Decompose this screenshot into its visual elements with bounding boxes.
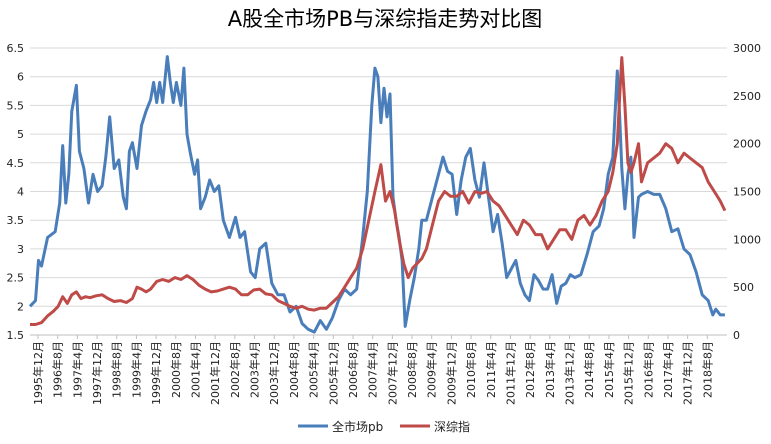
left-tick-label: 3 [17,243,24,256]
x-tick-label: 1998年8月 [110,341,124,398]
x-tick-label: 1999年12月 [149,341,163,405]
x-tick-label: 2011年12月 [503,341,517,405]
x-tick-label: 2003年12月 [267,341,281,405]
series-line-index [30,56,727,326]
right-tick-label: 0 [733,329,740,342]
x-tick-label: 2009年4月 [425,341,439,398]
right-tick-label: 1500 [733,186,761,199]
x-tick-label: 2011年4月 [484,341,498,398]
left-tick-label: 6 [17,71,24,84]
x-tick-label: 2001年12月 [208,341,222,405]
right-tick-label: 500 [733,281,754,294]
left-tick-label: 4.5 [7,157,25,170]
x-tick-label: 2013年12月 [563,341,577,405]
series-layer [28,55,727,334]
x-tick-label: 1997年4月 [70,341,84,398]
x-tick-label: 1995年12月 [31,341,45,405]
x-tick-label: 1999年4月 [129,341,143,398]
x-tick-label: 2006年8月 [346,341,360,398]
left-tick-label: 6.5 [7,42,25,55]
x-tick-label: 2016年8月 [641,341,655,398]
x-tick-label: 2000年8月 [169,341,183,398]
x-tick-label: 2008年8月 [405,341,419,398]
x-tick-label: 2017年12月 [681,341,695,405]
x-tick-label: 1996年8月 [51,341,65,398]
x-tick-label: 2017年4月 [661,341,675,398]
x-tick-label: 2001年4月 [188,341,202,398]
x-tick-label: 2014年8月 [582,341,596,398]
x-tick-label: 2007年12月 [385,341,399,405]
legend-label-pb: 全市场pb [332,419,383,434]
left-tick-label: 2 [17,300,24,313]
x-tick-label: 2015年12月 [622,341,636,405]
legend-label-index: 深综指 [434,419,470,434]
left-tick-label: 4 [17,186,24,199]
right-tick-label: 1000 [733,233,761,246]
x-tick-label: 2013年4月 [543,341,557,398]
x-tick-label: 2010年8月 [464,341,478,398]
x-tick-label: 2005年4月 [307,341,321,398]
left-tick-label: 2.5 [7,272,25,285]
x-tick-label: 2009年12月 [444,341,458,405]
chart-title: A股全市场PB与深综指走势对比图 [228,7,542,31]
left-tick-label: 5.5 [7,99,25,112]
x-tick-label: 2004年8月 [287,341,301,398]
right-tick-label: 2500 [733,90,761,103]
left-tick-label: 1.5 [7,329,25,342]
right-tick-label: 2000 [733,138,761,151]
x-tick-label: 2003年4月 [248,341,262,398]
right-y-axis: 0 500 1000 1500 2000 2500 3000 [733,42,761,342]
x-tick-label: 2018年8月 [700,341,714,398]
right-tick-label: 3000 [733,42,761,55]
x-tick-label: 1997年12月 [90,341,104,405]
x-axis: 1995年12月 1996年8月 1997年4月 1997年12月 1998年8月 199… [30,334,727,405]
left-tick-label: 3.5 [7,214,25,227]
x-tick-label: 2007年4月 [366,341,380,398]
legend: 全市场pb 深综指 [298,419,470,434]
x-tick-label: 2005年12月 [326,341,340,405]
left-tick-label: 5 [17,128,24,141]
x-tick-label: 2015年4月 [602,341,616,398]
left-y-axis: 1.5 2 2.5 3 3.5 4 4.5 5 5.5 6 6.5 [7,42,25,342]
x-tick-label: 2002年8月 [228,341,242,398]
x-tick-label: 2012年8月 [523,341,537,398]
